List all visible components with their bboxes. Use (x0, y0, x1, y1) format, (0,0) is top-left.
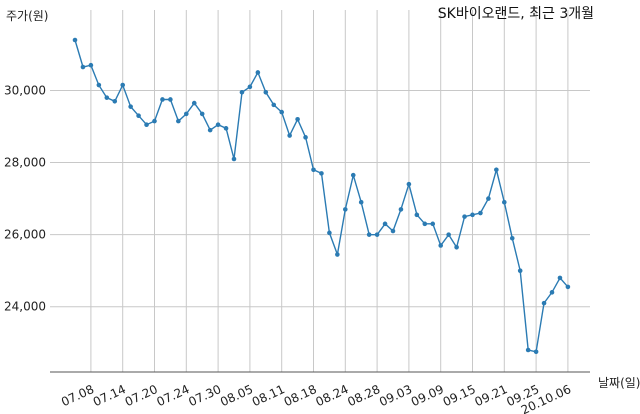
data-point (525, 347, 531, 353)
data-point (533, 349, 539, 355)
data-point (88, 62, 94, 68)
data-point (152, 118, 157, 124)
data-point (390, 228, 396, 234)
data-point (311, 167, 316, 173)
data-point (271, 102, 277, 108)
y-tick-label: 28,000 (4, 156, 46, 170)
data-point (509, 235, 515, 241)
data-point (350, 172, 356, 178)
data-point (422, 221, 428, 227)
series-group (72, 37, 571, 355)
data-point (398, 207, 404, 212)
data-point (438, 243, 444, 248)
data-point (358, 199, 364, 205)
y-axis-title: 주가(원) (6, 9, 48, 23)
data-point (517, 268, 523, 273)
data-point (343, 207, 348, 212)
data-point (255, 70, 261, 75)
data-point (502, 199, 507, 205)
data-point (430, 221, 436, 227)
data-point (287, 133, 292, 138)
data-point (319, 171, 324, 176)
data-point (160, 97, 165, 102)
data-point (486, 196, 491, 201)
y-tick-label: 24,000 (4, 300, 46, 314)
data-point (112, 98, 118, 104)
data-point (446, 232, 451, 237)
data-point (406, 181, 412, 187)
data-point (72, 37, 78, 43)
data-point (80, 64, 86, 70)
data-point (207, 127, 213, 133)
data-point (454, 244, 459, 250)
chart-title: SK바이오랜드, 최근 3개월 (438, 6, 594, 22)
data-point (239, 89, 245, 95)
data-point (184, 111, 189, 117)
y-tick-label: 26,000 (4, 228, 46, 242)
data-point (335, 252, 340, 257)
data-point (176, 118, 181, 124)
y-tick-labels: 24,000 26,000 28,000 30,000 (4, 83, 46, 313)
x-axis-title: 날짜(일) (598, 376, 640, 390)
grid-lines (50, 10, 590, 372)
data-point (557, 275, 563, 281)
data-point (549, 290, 555, 295)
data-point (263, 89, 269, 95)
data-point (128, 104, 133, 109)
data-point (414, 212, 420, 218)
data-point (478, 210, 483, 216)
data-point (374, 232, 380, 237)
data-point (104, 95, 110, 100)
data-point (565, 284, 571, 290)
data-point (279, 109, 285, 115)
data-point (168, 97, 173, 102)
data-point (120, 82, 125, 88)
data-point (470, 212, 475, 218)
data-point (136, 113, 141, 118)
data-point (144, 122, 149, 128)
data-point (462, 214, 467, 219)
data-point (327, 230, 332, 236)
data-point (303, 135, 308, 140)
data-point (541, 300, 547, 306)
data-point (247, 84, 253, 90)
data-point (199, 111, 205, 117)
data-point (96, 82, 102, 88)
x-tick-labels: 07.0807.1407.2007.2407.3008.0508.1108.18… (59, 382, 573, 414)
data-point (223, 126, 229, 131)
data-point (295, 117, 300, 122)
data-point (191, 100, 197, 106)
data-point (231, 156, 237, 162)
series-line (74, 39, 569, 353)
data-point (215, 122, 221, 128)
data-point (366, 232, 372, 237)
data-point (382, 221, 388, 227)
y-tick-label: 30,000 (4, 83, 46, 97)
data-point (494, 167, 499, 173)
